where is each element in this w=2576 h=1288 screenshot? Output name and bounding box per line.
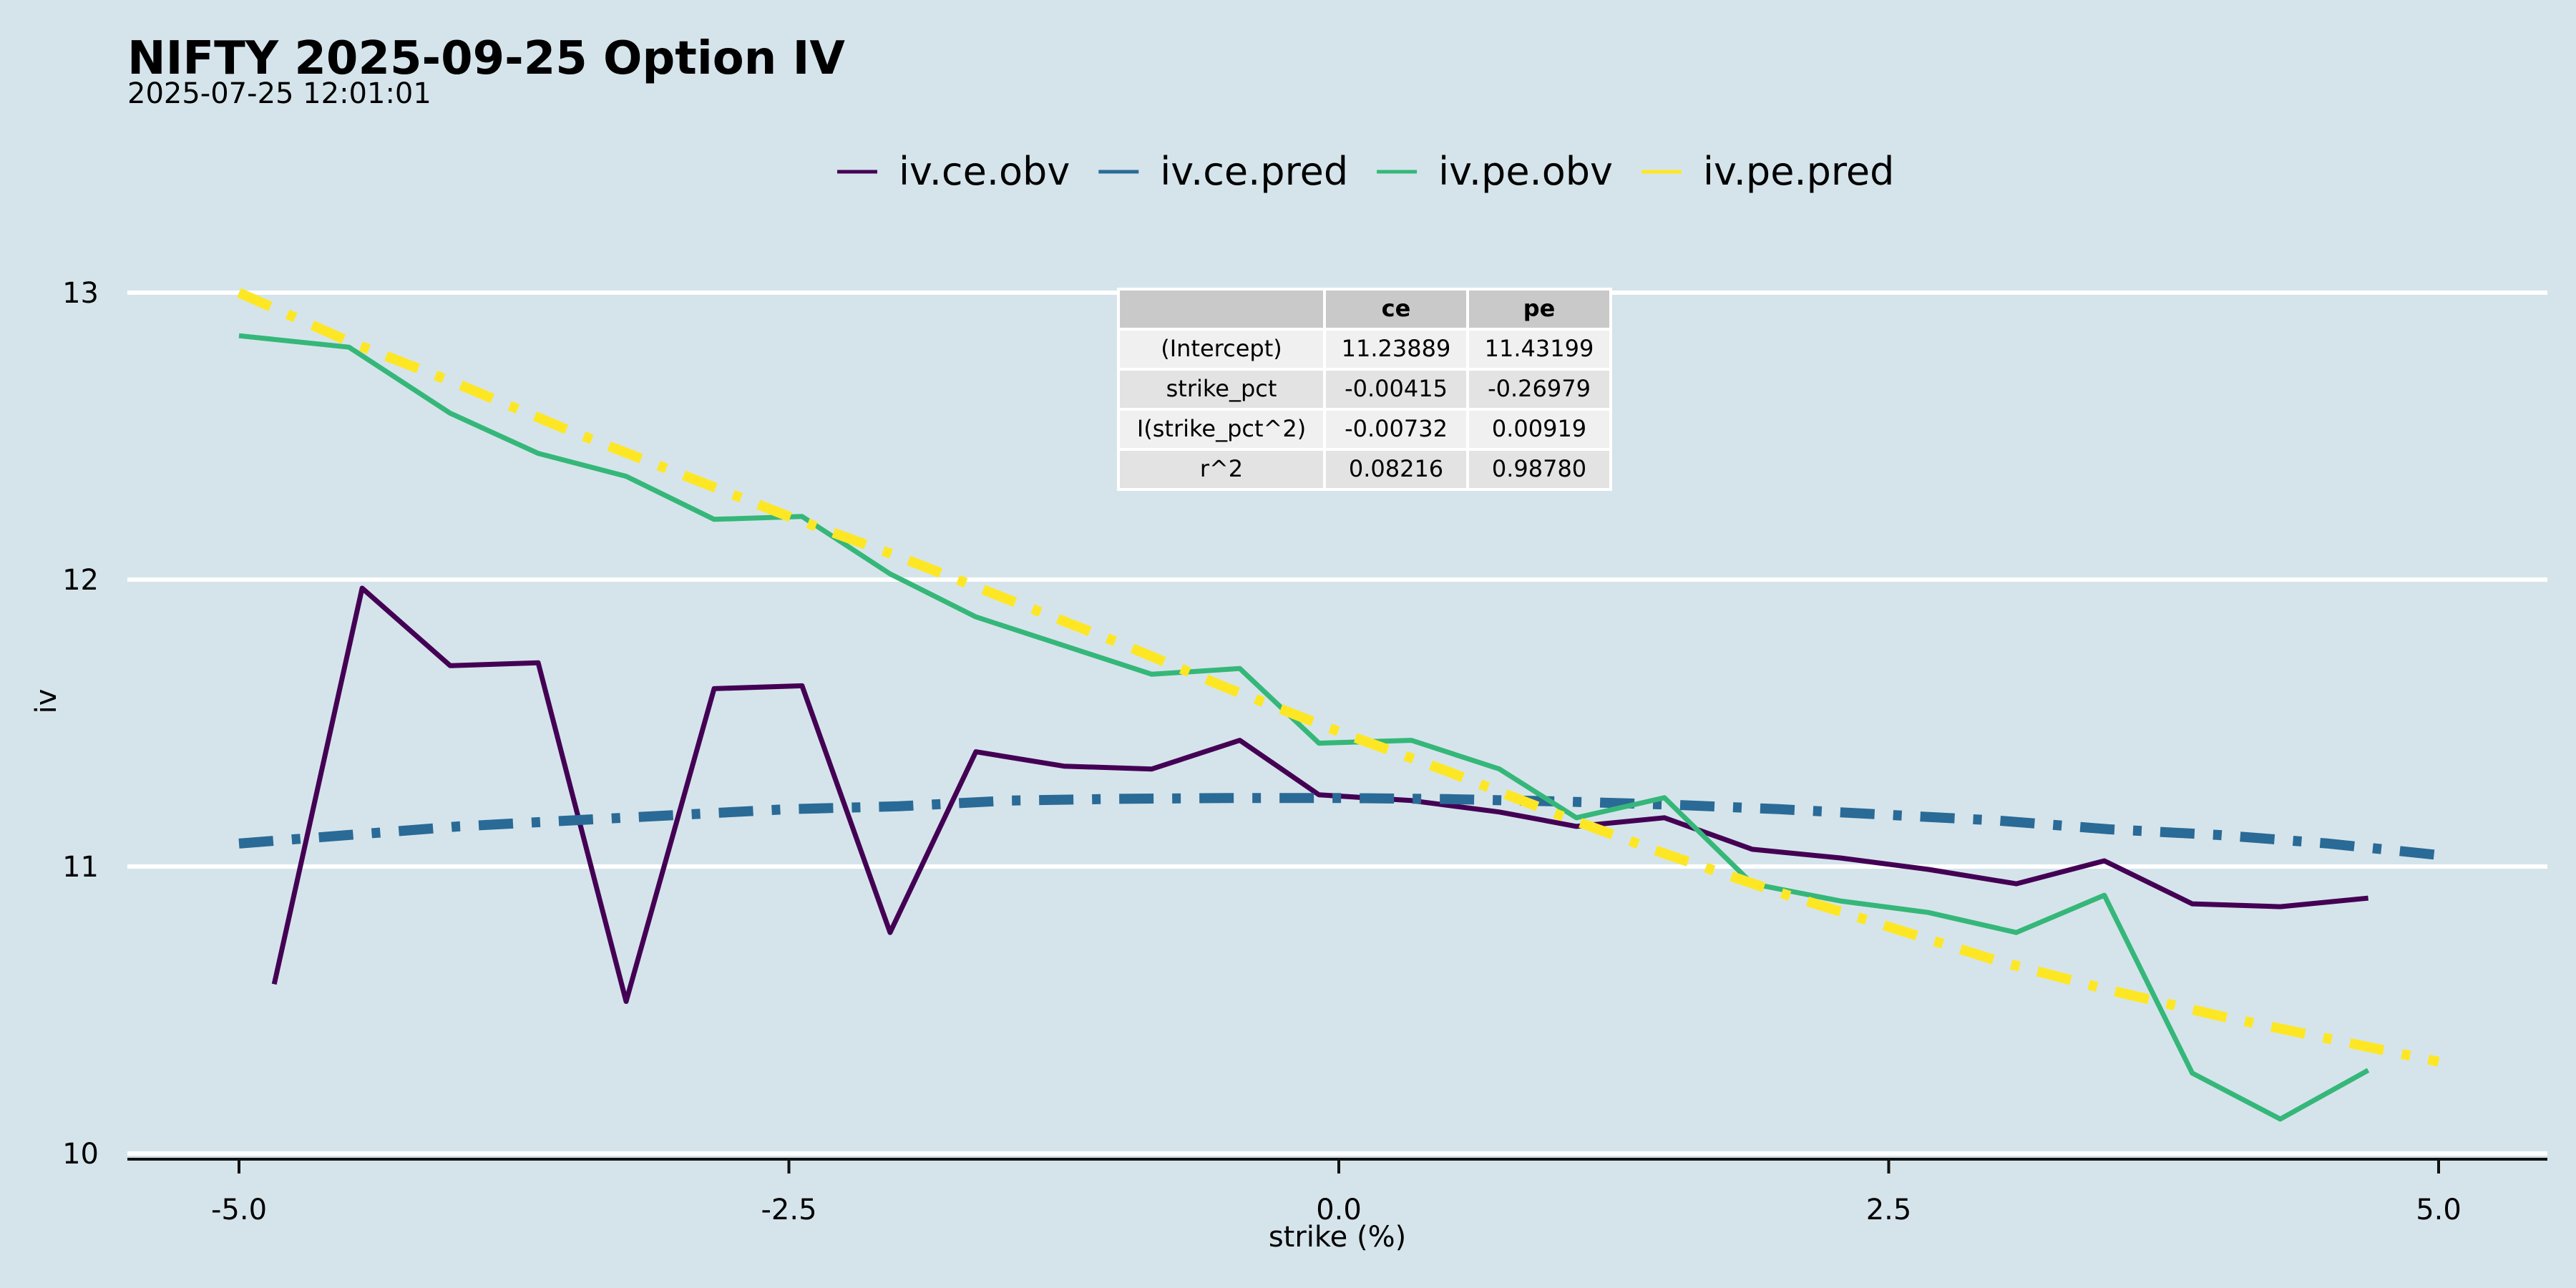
- table-cell-bg: [1466, 448, 1612, 491]
- table-cell: -0.00415: [1345, 375, 1448, 402]
- legend-label: iv.ce.obv: [899, 149, 1070, 194]
- series-layer: [237, 288, 2440, 1122]
- y-tick-label: 13: [62, 277, 99, 310]
- series-line-iv-ce-pred: [238, 793, 2439, 860]
- table-cell: -0.26979: [1488, 375, 1591, 402]
- table-cell-bg: [1117, 408, 1326, 451]
- x-tick-label: -2.5: [761, 1194, 816, 1226]
- series-line-iv-ce-obv: [271, 585, 2368, 1004]
- table-cell: (Intercept): [1161, 335, 1282, 362]
- table-cell: r^2: [1200, 455, 1243, 482]
- table-cell: I(strike_pct^2): [1137, 415, 1306, 442]
- y-tick-label: 10: [62, 1138, 99, 1171]
- table-cell: 0.98780: [1492, 455, 1586, 482]
- table-cell: 11.43199: [1485, 335, 1594, 362]
- table-cell: -0.00732: [1345, 415, 1448, 442]
- chart-title: NIFTY 2025-09-25 Option IV: [127, 32, 845, 85]
- y-axis-label: iv: [30, 689, 63, 714]
- legend-label: iv.ce.pred: [1160, 149, 1348, 194]
- table-cell: 0.00919: [1492, 415, 1586, 442]
- table-cell: 11.23889: [1342, 335, 1451, 362]
- x-tick-label: 5.0: [2416, 1194, 2462, 1226]
- chart-subtitle: 2025-07-25 12:01:01: [127, 77, 431, 110]
- table-cell-bg: [1117, 328, 1326, 371]
- legend-label: iv.pe.pred: [1703, 149, 1894, 194]
- table-cell: strike_pct: [1166, 375, 1277, 402]
- axes: 10 11 12 13 -5.0 -2.5 0.0 2.5 5.0: [62, 277, 2547, 1226]
- table-cell-bg: [1323, 448, 1469, 491]
- table-cell: 0.08216: [1349, 455, 1443, 482]
- table-header: pe: [1523, 295, 1556, 322]
- coefficient-table: ce pe (Intercept) 11.23889 11.43199 strike_pc…: [1117, 288, 1612, 491]
- y-tick-label: 12: [62, 564, 99, 597]
- legend: iv.ce.obv iv.ce.pred iv.pe.obv iv.pe.pred: [837, 149, 1894, 194]
- y-tick-label: 11: [62, 851, 99, 884]
- series-line-iv-pe-obv: [238, 333, 2370, 1122]
- x-axis-label: strike (%): [1269, 1221, 1406, 1254]
- table-cell-bg: [1117, 288, 1326, 331]
- legend-label: iv.pe.obv: [1438, 149, 1613, 194]
- table-header: ce: [1382, 295, 1411, 322]
- table-cell-bg: [1466, 288, 1612, 331]
- x-tick-label: 0.0: [1316, 1194, 1362, 1226]
- x-tick-label: 2.5: [1866, 1194, 1912, 1226]
- table-cell-bg: [1466, 368, 1612, 411]
- table-cell-bg: [1117, 368, 1326, 411]
- x-tick-label: -5.0: [211, 1194, 267, 1226]
